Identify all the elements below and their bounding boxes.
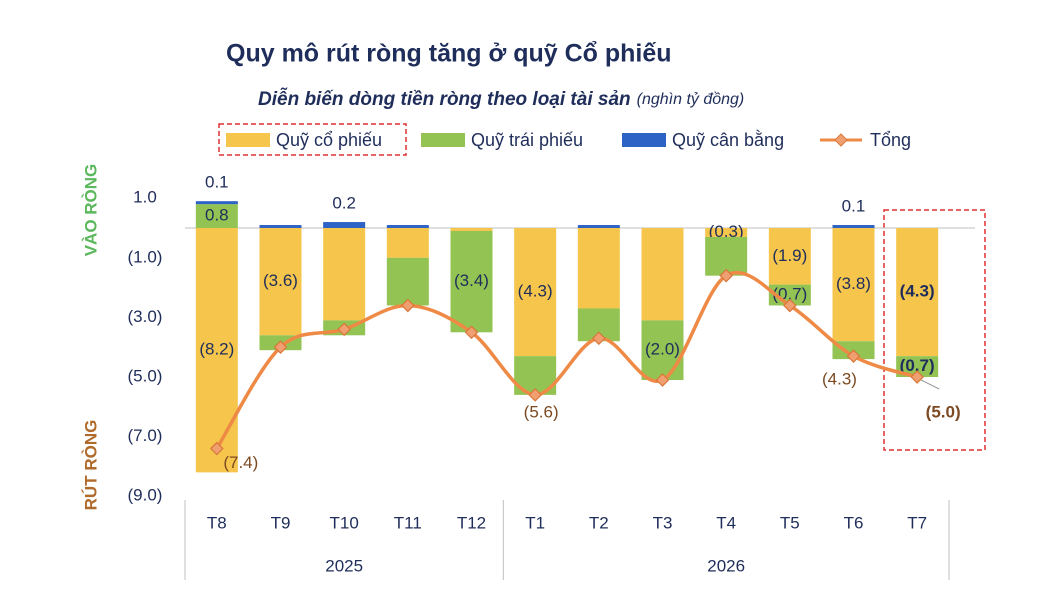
data-label: 0.8 bbox=[205, 206, 229, 225]
data-label: 0.1 bbox=[205, 173, 229, 192]
bar-segment bbox=[323, 228, 366, 321]
inflow-label: VÀO RÒNG bbox=[81, 164, 100, 257]
data-label: (3.4) bbox=[454, 271, 489, 290]
bar-segment bbox=[386, 225, 429, 228]
total-marker bbox=[464, 325, 479, 340]
bar-segment bbox=[386, 257, 429, 306]
y-tick-label: 1.0 bbox=[133, 188, 157, 207]
legend-swatch bbox=[421, 133, 465, 147]
x-tick-label: T7 bbox=[907, 513, 927, 532]
bar-segment bbox=[323, 222, 366, 228]
leader-line bbox=[920, 379, 940, 390]
total-marker bbox=[591, 331, 606, 346]
data-label: (2.0) bbox=[645, 340, 680, 359]
bar-segment bbox=[577, 225, 620, 228]
total-marker bbox=[400, 298, 415, 313]
bar-segment bbox=[896, 356, 939, 377]
total-label: (7.4) bbox=[223, 453, 258, 472]
x-tick-label: T5 bbox=[780, 513, 800, 532]
subtitle-text: Diễn biến dòng tiền ròng theo loại tài s… bbox=[258, 88, 631, 110]
legend-label: Quỹ trái phiếu bbox=[471, 130, 583, 150]
bar-segment bbox=[514, 228, 557, 357]
data-label: (8.2) bbox=[199, 340, 234, 359]
total-marker bbox=[719, 268, 734, 283]
total-line bbox=[215, 270, 918, 450]
total-marker bbox=[655, 373, 670, 387]
x-tick-label: T2 bbox=[589, 513, 609, 532]
y-tick-label: (3.0) bbox=[128, 307, 163, 326]
highlight-box bbox=[883, 209, 986, 451]
bar-segment bbox=[195, 228, 238, 473]
group-label: 2026 bbox=[707, 556, 745, 575]
x-tick-label: T4 bbox=[716, 513, 736, 532]
data-label: (4.3) bbox=[900, 282, 935, 301]
bar-segment bbox=[450, 228, 493, 231]
x-tick-label: T8 bbox=[207, 513, 227, 532]
legend-swatch bbox=[622, 133, 666, 147]
unit-text: (nghìn tỷ đồng) bbox=[637, 91, 745, 108]
bar-segment bbox=[195, 204, 238, 228]
bar-segment bbox=[896, 228, 939, 357]
highlight-box bbox=[218, 123, 407, 156]
y-tick-label: (1.0) bbox=[128, 247, 163, 266]
outflow-label: RÚT RÒNG bbox=[81, 420, 100, 511]
bar-segment bbox=[705, 228, 748, 237]
data-label: 0.1 bbox=[842, 197, 866, 216]
bar-segment bbox=[259, 225, 302, 228]
x-tick-label: T6 bbox=[844, 513, 864, 532]
data-label: (3.8) bbox=[836, 274, 871, 293]
bar-segment bbox=[450, 230, 493, 333]
data-label: (0.7) bbox=[900, 356, 935, 375]
total-marker bbox=[528, 388, 543, 402]
y-tick-label: (7.0) bbox=[128, 426, 163, 445]
legend-label: Quỹ cổ phiếu bbox=[276, 130, 382, 150]
bar-segment bbox=[768, 228, 811, 285]
x-tick-label: T1 bbox=[525, 513, 545, 532]
group-label: 2025 bbox=[325, 556, 363, 575]
bar-segment bbox=[577, 228, 620, 309]
data-label: 0.2 bbox=[332, 194, 356, 213]
bar-segment bbox=[832, 228, 875, 342]
legend-swatch bbox=[226, 133, 270, 147]
total-label: (5.0) bbox=[926, 402, 961, 421]
bar-segment bbox=[641, 320, 684, 380]
legend-marker bbox=[834, 133, 848, 147]
bar-segment bbox=[768, 284, 811, 306]
legend-label: Tổng bbox=[870, 130, 911, 150]
data-label: (3.6) bbox=[263, 271, 298, 290]
y-tick-label: (5.0) bbox=[128, 366, 163, 385]
chart-subtitle: Diễn biến dòng tiền ròng theo loại tài s… bbox=[258, 88, 744, 110]
x-tick-label: T9 bbox=[271, 513, 291, 532]
bar-segment bbox=[832, 225, 875, 228]
total-label: (4.3) bbox=[822, 370, 857, 389]
bar-segment bbox=[195, 201, 238, 205]
total-marker bbox=[782, 298, 797, 313]
x-tick-label: T11 bbox=[394, 513, 422, 532]
y-tick-label: (9.0) bbox=[128, 486, 163, 505]
x-tick-label: T10 bbox=[330, 513, 359, 532]
data-label: (4.3) bbox=[518, 282, 553, 301]
bar-segment bbox=[641, 228, 684, 321]
x-tick-label: T3 bbox=[653, 513, 673, 532]
total-marker bbox=[846, 349, 861, 363]
x-tick-label: T12 bbox=[457, 513, 486, 532]
total-label: (5.6) bbox=[524, 402, 559, 421]
legend-label: Quỹ cân bằng bbox=[672, 129, 784, 150]
total-marker bbox=[209, 441, 224, 456]
chart-title: Quy mô rút ròng tăng ở quỹ Cổ phiếu bbox=[226, 40, 672, 68]
bar-segment bbox=[259, 228, 302, 336]
total-marker bbox=[337, 322, 352, 337]
total-marker bbox=[910, 370, 925, 384]
data-label: (0.3) bbox=[709, 222, 744, 241]
bar-segment bbox=[386, 228, 429, 258]
total-marker bbox=[273, 340, 288, 355]
data-label: (1.9) bbox=[772, 246, 807, 265]
